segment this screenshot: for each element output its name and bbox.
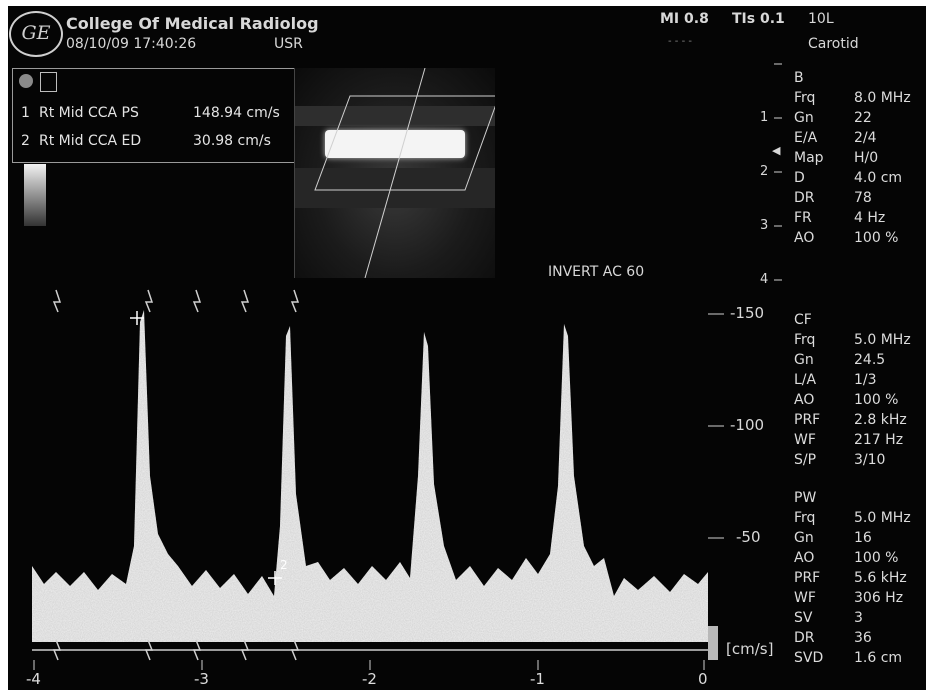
param-key: AO xyxy=(794,550,815,566)
velocity-label: -150 xyxy=(730,304,765,322)
depth-label: 2 xyxy=(760,164,769,179)
caliper-label: 2 xyxy=(280,558,288,572)
param-key: WF xyxy=(794,590,816,606)
ecg-trigger-marks xyxy=(52,289,300,661)
status-dots: - - - - xyxy=(668,36,692,47)
depth-label: 4 xyxy=(760,272,769,287)
param-value: 36 xyxy=(854,630,872,646)
measurement-value: 30.98 cm/s xyxy=(193,133,271,149)
time-label: -1 xyxy=(530,670,545,688)
caliper-marker[interactable] xyxy=(130,311,144,325)
param-key: DR xyxy=(794,630,815,646)
param-value: 8.0 MHz xyxy=(854,90,911,106)
param-value: 217 Hz xyxy=(854,432,904,448)
param-key: SV xyxy=(794,610,813,626)
param-value: 24.5 xyxy=(854,352,886,368)
param-value: H/0 xyxy=(854,150,879,166)
exam-datetime: 08/10/09 17:40:26 xyxy=(66,36,197,52)
spectral-waveform xyxy=(32,310,708,642)
preset-name: Carotid xyxy=(808,36,859,52)
measurement-row[interactable]: 1 Rt Mid CCA PS 148.94 cm/s xyxy=(13,105,297,129)
velocity-unit: [cm/s] xyxy=(726,640,774,658)
param-value: 3 xyxy=(854,610,863,626)
ge-logo-icon: GE xyxy=(9,11,63,57)
param-key: S/P xyxy=(794,452,817,468)
velocity-label: -50 xyxy=(736,528,761,546)
measurement-index: 2 xyxy=(21,133,30,149)
param-value: 100 % xyxy=(854,550,899,566)
mi-index: MI 0.8 xyxy=(660,11,709,27)
depth-label: 3 xyxy=(760,218,769,233)
measurement-index: 1 xyxy=(21,105,30,121)
param-key: Frq xyxy=(794,332,816,348)
param-key: Gn xyxy=(794,110,814,126)
time-label: 0 xyxy=(698,670,708,688)
param-key: Gn xyxy=(794,352,814,368)
measurement-label: Rt Mid CCA ED xyxy=(39,133,142,149)
institution-name: College Of Medical Radiolog xyxy=(66,14,319,33)
param-value: 5.6 kHz xyxy=(854,570,907,586)
b-mode-title: B xyxy=(794,70,804,86)
velocity-label: -100 xyxy=(730,416,765,434)
param-key: AO xyxy=(794,392,815,408)
param-key: E/A xyxy=(794,130,818,146)
param-value: 100 % xyxy=(854,392,899,408)
param-value: 78 xyxy=(854,190,872,206)
param-value: 306 Hz xyxy=(854,590,904,606)
param-key: SVD xyxy=(794,650,824,666)
measurement-label: Rt Mid CCA PS xyxy=(39,105,139,121)
param-key: Frq xyxy=(794,90,816,106)
param-key: Frq xyxy=(794,510,816,526)
caliper-marker[interactable] xyxy=(268,571,282,585)
record-indicator-icon xyxy=(19,74,33,88)
bmode-image xyxy=(294,68,495,278)
param-key: DR xyxy=(794,190,815,206)
time-label: -2 xyxy=(362,670,377,688)
param-value: 4.0 cm xyxy=(854,170,903,186)
param-value: 1/3 xyxy=(854,372,877,388)
depth-scale xyxy=(774,63,782,281)
time-label: -3 xyxy=(194,670,209,688)
param-value: 16 xyxy=(854,530,872,546)
pw-title: PW xyxy=(794,490,817,506)
measurement-row[interactable]: 2 Rt Mid CCA ED 30.98 cm/s xyxy=(13,133,297,157)
doppler-spectrum xyxy=(32,289,724,670)
ultrasound-screen: GE College Of Medical Radiolog 08/10/09 … xyxy=(8,6,926,690)
caliper-icon xyxy=(40,72,57,92)
param-key: D xyxy=(794,170,805,186)
param-value: 100 % xyxy=(854,230,899,246)
param-key: AO xyxy=(794,230,815,246)
time-label: -4 xyxy=(26,670,41,688)
param-value: 4 Hz xyxy=(854,210,886,226)
focus-marker-icon: ◀ xyxy=(772,144,781,157)
grayscale-bar xyxy=(24,164,46,226)
tis-index: TIs 0.1 xyxy=(732,11,785,27)
param-key: PRF xyxy=(794,412,821,428)
param-value: 5.0 MHz xyxy=(854,332,911,348)
baseline-marker[interactable] xyxy=(708,626,718,660)
measurement-value: 148.94 cm/s xyxy=(193,105,280,121)
param-value: 2/4 xyxy=(854,130,877,146)
invert-annotation: INVERT AC 60 xyxy=(548,264,645,280)
param-key: PRF xyxy=(794,570,821,586)
param-value: 22 xyxy=(854,110,872,126)
tissue-layer xyxy=(295,106,495,126)
vessel-image xyxy=(325,130,465,158)
param-value: 3/10 xyxy=(854,452,886,468)
cf-title: CF xyxy=(794,312,812,328)
depth-label: 1 xyxy=(760,110,769,125)
probe-name: 10L xyxy=(808,11,834,27)
param-key: Gn xyxy=(794,530,814,546)
param-key: FR xyxy=(794,210,812,226)
measurement-panel: 1 Rt Mid CCA PS 148.94 cm/s 2 Rt Mid CCA… xyxy=(12,68,298,163)
color-box-overlay[interactable] xyxy=(295,68,495,278)
param-value: 2.8 kHz xyxy=(854,412,907,428)
logo-text: GE xyxy=(21,22,51,44)
param-value: 1.6 cm xyxy=(854,650,903,666)
param-key: Map xyxy=(794,150,824,166)
param-value: 5.0 MHz xyxy=(854,510,911,526)
param-key: WF xyxy=(794,432,816,448)
param-key: L/A xyxy=(794,372,817,388)
user-label: USR xyxy=(274,36,303,52)
